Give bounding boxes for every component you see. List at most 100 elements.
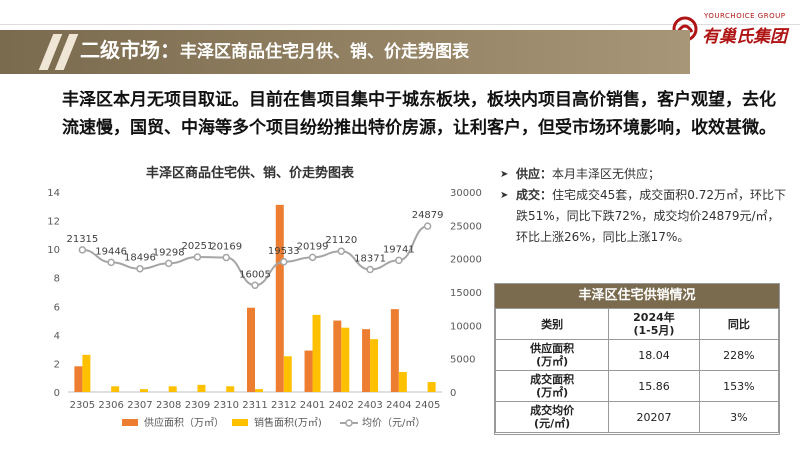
price-data-label: 20199 bbox=[297, 241, 329, 252]
x-tick-label: 2405 bbox=[415, 400, 440, 411]
decorative-slashes bbox=[8, 30, 79, 74]
bar-sales bbox=[427, 382, 436, 392]
price-point bbox=[222, 253, 230, 262]
x-tick-label: 2308 bbox=[156, 400, 181, 411]
note-deal: ➤ 成交：住宅成交45套，成交面积0.72万㎡，环比下跌51%，同比下跌72%，… bbox=[500, 185, 790, 248]
price-point bbox=[337, 247, 346, 255]
chart-svg: 0 2 4 6 8 10 12 14 0 5000 10000 15000 20000 25000 3000… bbox=[47, 188, 482, 429]
chart-title: 丰泽区商品住宅供、销、价走势图表 bbox=[145, 166, 354, 181]
price-data-label: 19533 bbox=[268, 246, 300, 257]
x-tick-label: 2311 bbox=[242, 400, 267, 411]
bar-supply bbox=[333, 320, 342, 392]
data-table: 类别 2024年 (1-5月) 同比 供应面积 (万㎡) 18.04 228% … bbox=[494, 308, 780, 433]
x-tick-label: 2312 bbox=[271, 400, 296, 411]
price-point bbox=[164, 259, 173, 268]
price-data-label: 21315 bbox=[66, 234, 98, 245]
logo-chinese: 有巢氏集团 bbox=[702, 27, 787, 47]
y-right-tick-label: 5000 bbox=[450, 355, 475, 366]
x-tick-label: 2403 bbox=[357, 400, 382, 411]
y-right-tick-label: 25000 bbox=[450, 221, 482, 232]
price-data-label: 20251 bbox=[182, 241, 214, 252]
price-point bbox=[78, 246, 87, 254]
bar-sales bbox=[168, 386, 177, 392]
legend-label: 均价（元/㎡） bbox=[362, 417, 425, 429]
y-left-tick-label: 2 bbox=[54, 359, 60, 370]
table-cell-value: 20207 bbox=[608, 401, 700, 433]
price-data-label: 16005 bbox=[239, 269, 271, 280]
bar-supply bbox=[390, 309, 399, 392]
table-row: 成交面积 (万㎡) 15.86 153% bbox=[494, 370, 780, 402]
note-supply: ➤ 供应：本月丰泽区无供应； bbox=[500, 164, 790, 185]
page-header: YOURCHOICE GROUP 有巢氏集团 bbox=[0, 0, 800, 62]
notes-panel: ➤ 供应：本月丰泽区无供应； ➤ 成交：住宅成交45套，成交面积0.72万㎡，环… bbox=[500, 164, 790, 248]
note-label: 供应： bbox=[516, 167, 553, 181]
x-tick-label: 2402 bbox=[329, 400, 354, 411]
x-tick-label: 2305 bbox=[70, 400, 95, 411]
table-row-label: 供应面积 (万㎡) bbox=[494, 339, 610, 371]
table-cell-yoy: 228% bbox=[698, 339, 780, 371]
table-row: 供应面积 (万㎡) 18.04 228% bbox=[494, 339, 780, 371]
y-right-tick-label: 15000 bbox=[450, 288, 482, 299]
y-right-tick-label: 10000 bbox=[450, 321, 482, 332]
x-tick-label: 2307 bbox=[127, 400, 152, 411]
price-point bbox=[193, 253, 202, 261]
table-title: 丰泽区住宅供销情况 bbox=[495, 284, 779, 308]
price-point bbox=[136, 264, 144, 273]
note-text: 本月丰泽区无供应； bbox=[552, 167, 661, 181]
table-cell-yoy: 153% bbox=[698, 370, 780, 402]
bar-supply bbox=[275, 204, 284, 392]
y-right-tick-label: 20000 bbox=[450, 255, 482, 266]
bar-sales bbox=[398, 372, 407, 392]
bullet-arrow-icon: ➤ bbox=[500, 190, 509, 201]
table-row-label: 成交均价 (元/㎡) bbox=[494, 401, 610, 433]
legend-label: 供应面积（万㎡） bbox=[144, 416, 224, 429]
price-data-label: 24879 bbox=[412, 210, 444, 221]
title-band bbox=[0, 30, 690, 74]
bar-sales bbox=[341, 327, 350, 392]
y-left-tick-label: 0 bbox=[54, 388, 60, 399]
price-point bbox=[366, 265, 374, 274]
table-header-cell: 类别 bbox=[494, 308, 610, 340]
price-point bbox=[107, 258, 115, 267]
y-left-tick-label: 6 bbox=[54, 302, 60, 313]
table-header-cell: 2024年 (1-5月) bbox=[608, 308, 700, 340]
table-cell-value: 15.86 bbox=[608, 370, 700, 402]
table-cell-yoy: 3% bbox=[698, 401, 780, 433]
bar-sales bbox=[197, 384, 206, 392]
x-tick-label: 2404 bbox=[386, 400, 411, 411]
company-logo: YOURCHOICE GROUP 有巢氏集团 bbox=[672, 8, 800, 47]
y-right-tick-label: 0 bbox=[450, 388, 456, 399]
x-tick-label: 2310 bbox=[214, 400, 239, 411]
price-data-label: 20169 bbox=[210, 242, 242, 253]
price-point bbox=[308, 253, 317, 262]
bar-sales bbox=[312, 314, 321, 392]
legend-swatch bbox=[122, 419, 138, 426]
price-data-label: 19298 bbox=[153, 247, 185, 258]
legend-swatch bbox=[232, 419, 248, 426]
x-tick-label: 2401 bbox=[300, 400, 325, 411]
page-title: 二级市场：丰泽区商品住宅月供、销、价走势图表 bbox=[80, 34, 469, 63]
bar-sales bbox=[82, 354, 91, 392]
legend-swatch-marker bbox=[345, 419, 353, 427]
page-title-sub: 丰泽区商品住宅月供、销、价走势图表 bbox=[180, 42, 469, 62]
price-data-label: 18371 bbox=[354, 254, 386, 265]
chart-area: 丰泽区商品住宅供、销、价走势图表 0 2 4 6 8 10 12 14 0 5000 10000 15… bbox=[30, 158, 490, 450]
y-left-tick-label: 4 bbox=[54, 331, 60, 342]
bar-sales bbox=[283, 356, 292, 392]
page-title-main: 二级市场： bbox=[80, 38, 180, 62]
note-text: 住宅成交45套，成交面积0.72万㎡，环比下跌51%，同比下跌72%，成交均价2… bbox=[516, 188, 787, 244]
bar-supply bbox=[362, 329, 371, 392]
y-left-tick-label: 12 bbox=[47, 217, 60, 228]
bullet-arrow-icon: ➤ bbox=[500, 169, 509, 180]
bar-sales bbox=[226, 386, 235, 392]
table-row: 成交均价 (元/㎡) 20207 3% bbox=[494, 401, 780, 433]
table-header-row: 类别 2024年 (1-5月) 同比 bbox=[494, 308, 780, 340]
price-data-label: 18496 bbox=[124, 253, 156, 264]
table-row-label: 成交面积 (万㎡) bbox=[494, 370, 610, 402]
x-tick-label: 2306 bbox=[98, 400, 123, 411]
summary-text: 丰泽区本月无项目取证。目前在售项目集中于城东板块，板块内项目高价销售，客户观望，… bbox=[62, 90, 776, 138]
price-point bbox=[251, 281, 259, 290]
x-tick-label: 2309 bbox=[185, 400, 210, 411]
price-point bbox=[280, 258, 288, 266]
table-header-cell: 同比 bbox=[698, 308, 780, 340]
